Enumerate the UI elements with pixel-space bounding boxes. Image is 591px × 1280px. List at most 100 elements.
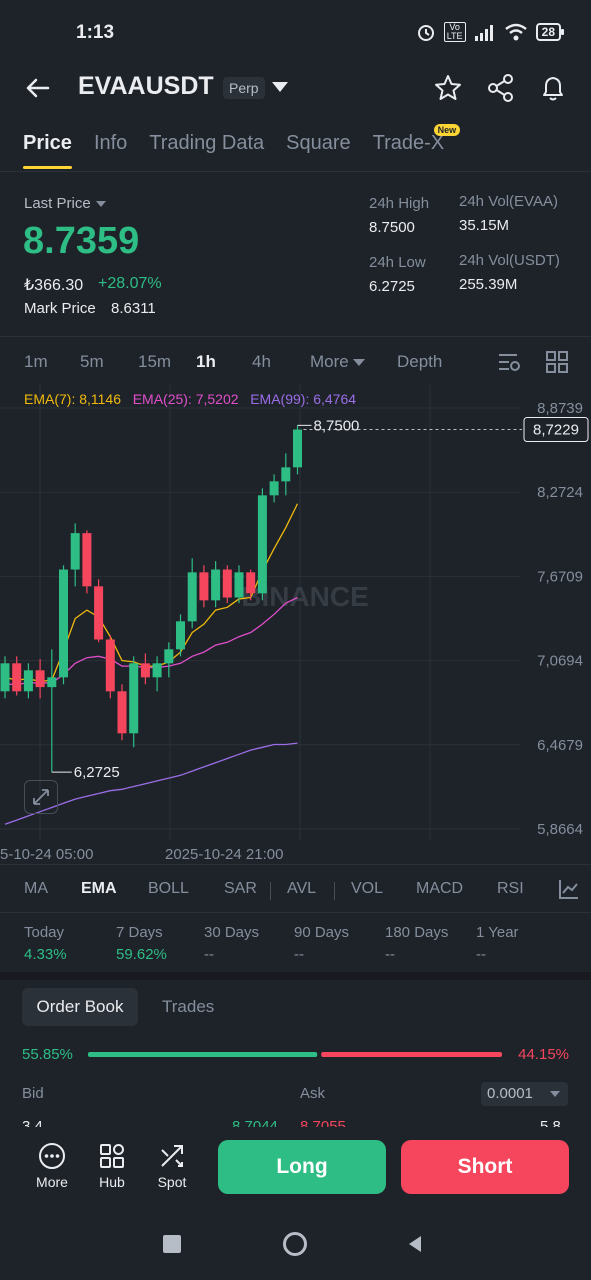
- interval-5m[interactable]: 5m: [80, 352, 104, 371]
- tab-square[interactable]: Square: [286, 132, 351, 154]
- candle-body: [0, 663, 10, 692]
- share-icon[interactable]: [486, 72, 516, 104]
- tab-trading-data[interactable]: Trading Data: [149, 132, 265, 154]
- ema99-line: [4, 742, 298, 825]
- hub-icon: [100, 1144, 124, 1168]
- fiat-price: ₺366.30: [24, 277, 84, 294]
- spot-button[interactable]: Spot: [147, 1142, 197, 1190]
- tab-info[interactable]: Info: [93, 132, 128, 154]
- expand-chart-button[interactable]: [24, 780, 58, 814]
- candle-body: [59, 569, 68, 678]
- back-triangle-icon[interactable]: [405, 1234, 425, 1254]
- more-button[interactable]: More: [27, 1142, 77, 1190]
- perp-badge: Perp: [223, 77, 265, 99]
- candle-body: [246, 572, 256, 594]
- precision-select[interactable]: 0.0001: [481, 1082, 568, 1106]
- tab-trades[interactable]: Trades: [162, 997, 215, 1016]
- recent-apps-button[interactable]: [163, 1235, 181, 1253]
- spot-label: Spot: [157, 1174, 187, 1190]
- short-button[interactable]: Short: [401, 1140, 569, 1194]
- candle-body: [152, 663, 162, 678]
- candle-body: [70, 533, 80, 570]
- x-tick-label: 5-10-24 05:00: [0, 846, 93, 863]
- candle-body: [281, 467, 291, 482]
- 24h-low-label: 24h Low: [369, 254, 426, 271]
- perf-today-label: Today: [24, 924, 65, 941]
- tab-trade-x[interactable]: Trade-X New: [372, 124, 461, 155]
- order-row-bid-price: 8.7044: [232, 1118, 278, 1127]
- expand-icon: [33, 789, 49, 805]
- status-time: 1:13: [76, 22, 115, 43]
- bell-icon[interactable]: [538, 72, 568, 104]
- tab-trade-x-label: Trade-X: [372, 132, 445, 154]
- swap-arrows-icon: [161, 1145, 183, 1167]
- candle-body: [140, 663, 150, 678]
- 24h-vol-quote-label: 24h Vol(USDT): [459, 252, 560, 269]
- last-price-selector[interactable]: Last Price: [24, 195, 106, 212]
- long-button[interactable]: Long: [218, 1140, 386, 1194]
- depth-tab[interactable]: Depth: [397, 352, 443, 371]
- perf-1y-value: --: [476, 946, 486, 963]
- perf-180d-label: 180 Days: [385, 924, 449, 941]
- chart-settings-icon[interactable]: [497, 350, 521, 374]
- home-button[interactable]: [283, 1232, 307, 1256]
- interval-more-label: More: [310, 352, 349, 371]
- tab-price[interactable]: Price: [23, 132, 72, 169]
- candle-body: [12, 663, 22, 692]
- y-tick-label: 5,8664: [537, 821, 583, 838]
- candle-body: [211, 569, 221, 601]
- 24h-vol-base-value: 35.15M: [459, 217, 510, 234]
- interval-4h[interactable]: 4h: [252, 352, 271, 371]
- indicator-macd[interactable]: MACD: [416, 880, 464, 897]
- order-row-bid-qty: 3.4: [22, 1118, 43, 1127]
- indicator-divider: [0, 912, 591, 913]
- candle-body: [129, 663, 139, 734]
- y-tick-label: 7,6709: [537, 568, 583, 585]
- interval-1m[interactable]: 1m: [24, 352, 48, 371]
- candle-body: [269, 481, 279, 496]
- candle-body: [23, 670, 33, 692]
- interval-more[interactable]: More: [310, 352, 366, 372]
- indicator-ma[interactable]: MA: [24, 880, 48, 897]
- indicator-sar[interactable]: SAR: [224, 880, 257, 897]
- y-tick-label: 6,4679: [537, 737, 583, 754]
- interval-1h[interactable]: 1h: [196, 352, 216, 371]
- perf-today-value: 4.33%: [24, 946, 67, 963]
- caret-down-icon: [353, 359, 366, 367]
- price-change-percent: +28.07%: [98, 275, 162, 292]
- indicator-rsi[interactable]: RSI: [497, 880, 524, 897]
- indicator-avl[interactable]: AVL: [287, 880, 317, 897]
- ask-ratio-fill: [321, 1052, 502, 1057]
- caret-down-icon: [95, 201, 106, 208]
- last-price: 8.7359: [23, 220, 140, 262]
- bid-column-label: Bid: [22, 1085, 44, 1102]
- layout-grid-icon[interactable]: [545, 350, 569, 374]
- indicator-separator: [270, 882, 271, 900]
- back-arrow-icon[interactable]: [22, 72, 54, 104]
- indicator-vol[interactable]: VOL: [351, 880, 384, 897]
- alarm-icon: [417, 25, 434, 41]
- candlestick-chart[interactable]: 8,87398,27247,67097,06946,46795,8664BINA…: [0, 385, 591, 865]
- order-row-ask-price: 8.7055: [300, 1118, 346, 1127]
- 24h-vol-quote-value: 255.39M: [459, 276, 518, 293]
- symbol-title[interactable]: EVAAUSDT: [78, 72, 214, 100]
- indicator-settings-icon[interactable]: [557, 877, 581, 901]
- bid-ask-ratio-bar: [88, 1052, 502, 1057]
- candle-body: [47, 677, 57, 688]
- symbol-dropdown-icon[interactable]: [272, 82, 288, 92]
- hub-label: Hub: [99, 1174, 125, 1190]
- interval-15m[interactable]: 15m: [138, 352, 172, 371]
- star-icon[interactable]: [433, 72, 463, 104]
- bid-ratio-fill: [88, 1052, 318, 1057]
- y-tick-label: 8,2724: [537, 484, 583, 501]
- candle-body: [222, 569, 232, 598]
- perf-7d-value: 59.62%: [116, 946, 167, 963]
- hub-button[interactable]: Hub: [87, 1142, 137, 1190]
- last-price-label: Last Price: [24, 195, 91, 212]
- candle-body: [199, 572, 209, 601]
- candle-body: [164, 649, 174, 664]
- tab-order-book[interactable]: Order Book: [22, 988, 138, 1026]
- indicator-boll[interactable]: BOLL: [148, 880, 189, 897]
- y-tick-label: 7,0694: [537, 653, 583, 670]
- indicator-ema[interactable]: EMA: [81, 880, 117, 897]
